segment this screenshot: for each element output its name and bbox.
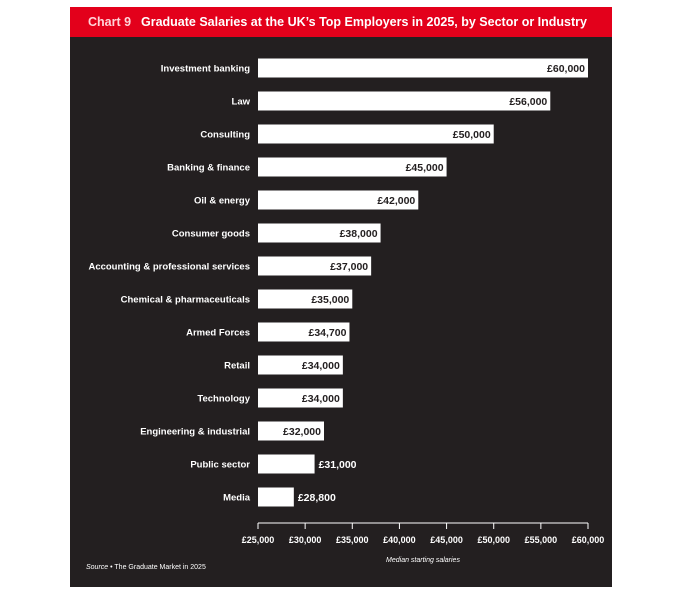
x-tick-label: £50,000: [477, 535, 510, 545]
bar: [258, 487, 294, 507]
bar: [258, 454, 315, 474]
chart-title: Graduate Salaries at the UK’s Top Employ…: [141, 15, 587, 29]
category-label: Engineering & industrial: [140, 427, 250, 438]
category-label: Armed Forces: [186, 328, 250, 339]
x-tick-label: £30,000: [289, 535, 322, 545]
bar: [258, 322, 350, 342]
category-label: Retail: [224, 361, 250, 372]
source-text: The Graduate Market in 2025: [114, 564, 206, 571]
x-tick-label: £45,000: [430, 535, 463, 545]
bar-value-label: £32,000: [283, 426, 321, 438]
bar-value-label: £42,000: [377, 195, 415, 207]
bar: [258, 190, 419, 210]
bar: [258, 388, 343, 408]
x-axis-title: Median starting salaries: [386, 557, 460, 564]
bar-value-label: £37,000: [330, 261, 368, 273]
category-label: Accounting & professional services: [88, 262, 250, 273]
x-tick-label: £60,000: [572, 535, 605, 545]
bar-value-label: £28,800: [298, 492, 336, 504]
category-label: Technology: [197, 394, 250, 405]
title-bar: Chart 9 Graduate Salaries at the UK’s To…: [70, 7, 612, 37]
bar: [258, 124, 494, 144]
bar-chart: Investment banking £60,000 Law £56,000 Consu…: [88, 58, 605, 564]
bar: [258, 157, 447, 177]
x-tick-label: £25,000: [242, 535, 275, 545]
bar: [258, 223, 381, 243]
category-label: Chemical & pharmaceuticals: [121, 295, 250, 306]
bar-value-label: £35,000: [311, 294, 349, 306]
category-label: Consumer goods: [172, 229, 250, 240]
chart-number: Chart 9: [88, 15, 132, 29]
bar: [258, 355, 343, 375]
bar: [258, 91, 551, 111]
category-label: Law: [232, 97, 251, 108]
category-label: Public sector: [190, 460, 250, 471]
bar-value-label: £34,700: [308, 327, 346, 339]
x-tick-label: £40,000: [383, 535, 416, 545]
bar: [258, 289, 353, 309]
x-tick-label: £55,000: [525, 535, 558, 545]
chart-panel: Chart 9 Graduate Salaries at the UK’s To…: [70, 7, 612, 587]
bar-value-label: £56,000: [509, 96, 547, 108]
bar-value-label: £38,000: [340, 228, 378, 240]
bar-value-label: £34,000: [302, 360, 340, 372]
category-label: Banking & finance: [167, 163, 250, 174]
bar-value-label: £60,000: [547, 63, 585, 75]
source-label: Source: [86, 564, 109, 571]
x-tick-label: £35,000: [336, 535, 369, 545]
bar-value-label: £45,000: [406, 162, 444, 174]
category-label: Consulting: [200, 130, 250, 141]
bar: [258, 256, 372, 276]
bar-value-label: £31,000: [319, 459, 357, 471]
source-separator: •: [108, 564, 115, 571]
bar: [258, 421, 324, 441]
source-note: Source • The Graduate Market in 2025: [86, 564, 206, 571]
category-label: Oil & energy: [194, 196, 251, 207]
category-label: Media: [223, 493, 251, 504]
bar: [258, 58, 588, 78]
bar-value-label: £34,000: [302, 393, 340, 405]
bar-value-label: £50,000: [453, 129, 491, 141]
category-label: Investment banking: [161, 64, 250, 75]
